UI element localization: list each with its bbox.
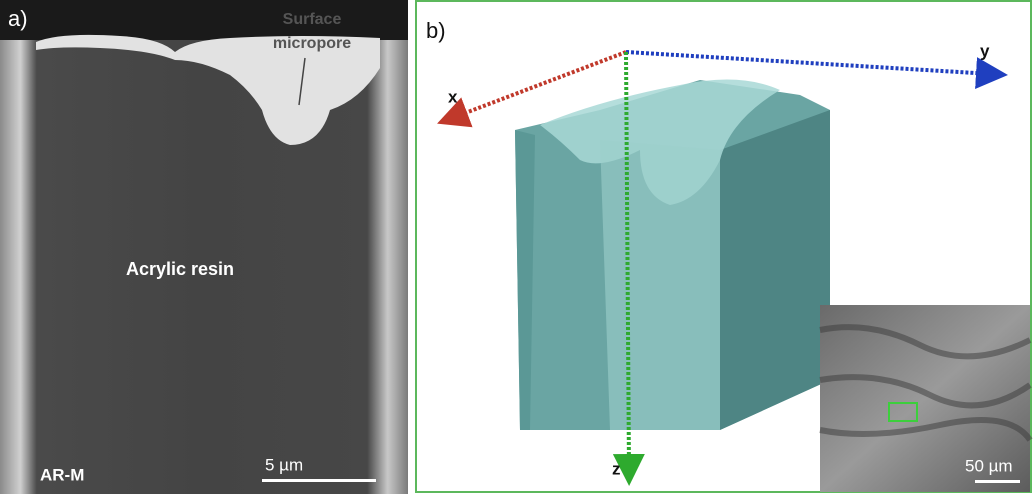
region-label: Acrylic resin: [126, 259, 234, 279]
volume-inner: [600, 140, 720, 430]
sample-label: AR-M: [40, 465, 84, 484]
image-top: [0, 0, 408, 40]
scale-bar: [262, 479, 376, 482]
volume-side: [720, 110, 830, 430]
panel-label: b): [426, 18, 446, 43]
panel-a: a) Surface micropore Acrylic resin AR-M …: [0, 0, 408, 494]
panel-label: a): [8, 6, 28, 31]
panel-b: b) x y z 50 µm: [416, 1, 1031, 492]
annotation: Surface: [283, 11, 342, 28]
scale-bar-label: 5 µm: [265, 455, 303, 474]
inset-scale-bar-label: 50 µm: [965, 456, 1013, 475]
z-axis-label: z: [612, 459, 621, 478]
inset-scale-bar: [975, 480, 1020, 483]
annotation: micropore: [273, 35, 351, 52]
y-axis-label: y: [980, 41, 990, 60]
x-axis-label: x: [448, 87, 458, 106]
figure: a) Surface micropore Acrylic resin AR-M …: [0, 0, 1033, 494]
